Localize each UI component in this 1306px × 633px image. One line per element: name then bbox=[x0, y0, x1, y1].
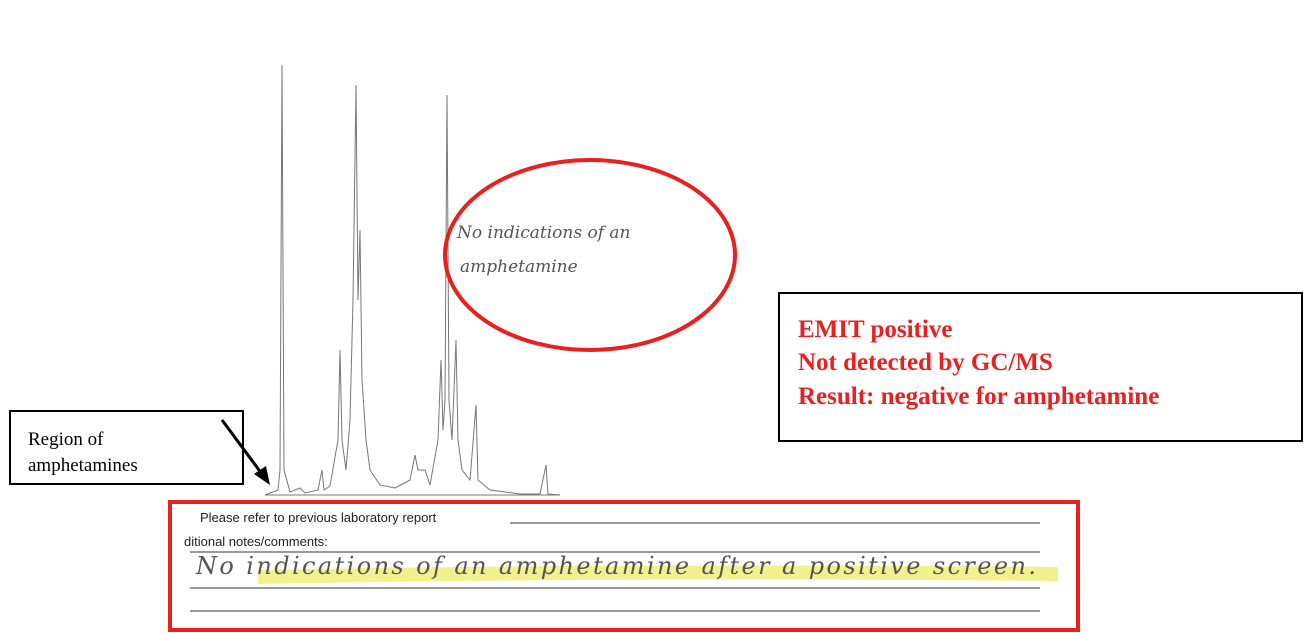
result-line: Result: negative for amphetamine bbox=[798, 383, 1159, 410]
handwritten-note: No indications of an amphetamine bbox=[456, 223, 630, 277]
note-line: amphetamine bbox=[460, 257, 578, 277]
highlight-circle bbox=[445, 160, 735, 350]
region-label: Region of bbox=[28, 429, 104, 450]
form-text: ditional notes/comments: bbox=[184, 534, 328, 549]
form-text: Please refer to previous laboratory repo… bbox=[200, 510, 437, 525]
region-label: amphetamines bbox=[28, 455, 138, 476]
chromatogram bbox=[265, 65, 560, 495]
note-line: No indications of an bbox=[456, 223, 630, 243]
handwritten-comment: No indications of an amphetamine after a… bbox=[195, 552, 1036, 580]
result-line: Not detected by GC/MS bbox=[798, 349, 1053, 376]
result-line: EMIT positive bbox=[798, 316, 952, 343]
page: No indications of an amphetamine EMIT pos… bbox=[0, 0, 1306, 633]
